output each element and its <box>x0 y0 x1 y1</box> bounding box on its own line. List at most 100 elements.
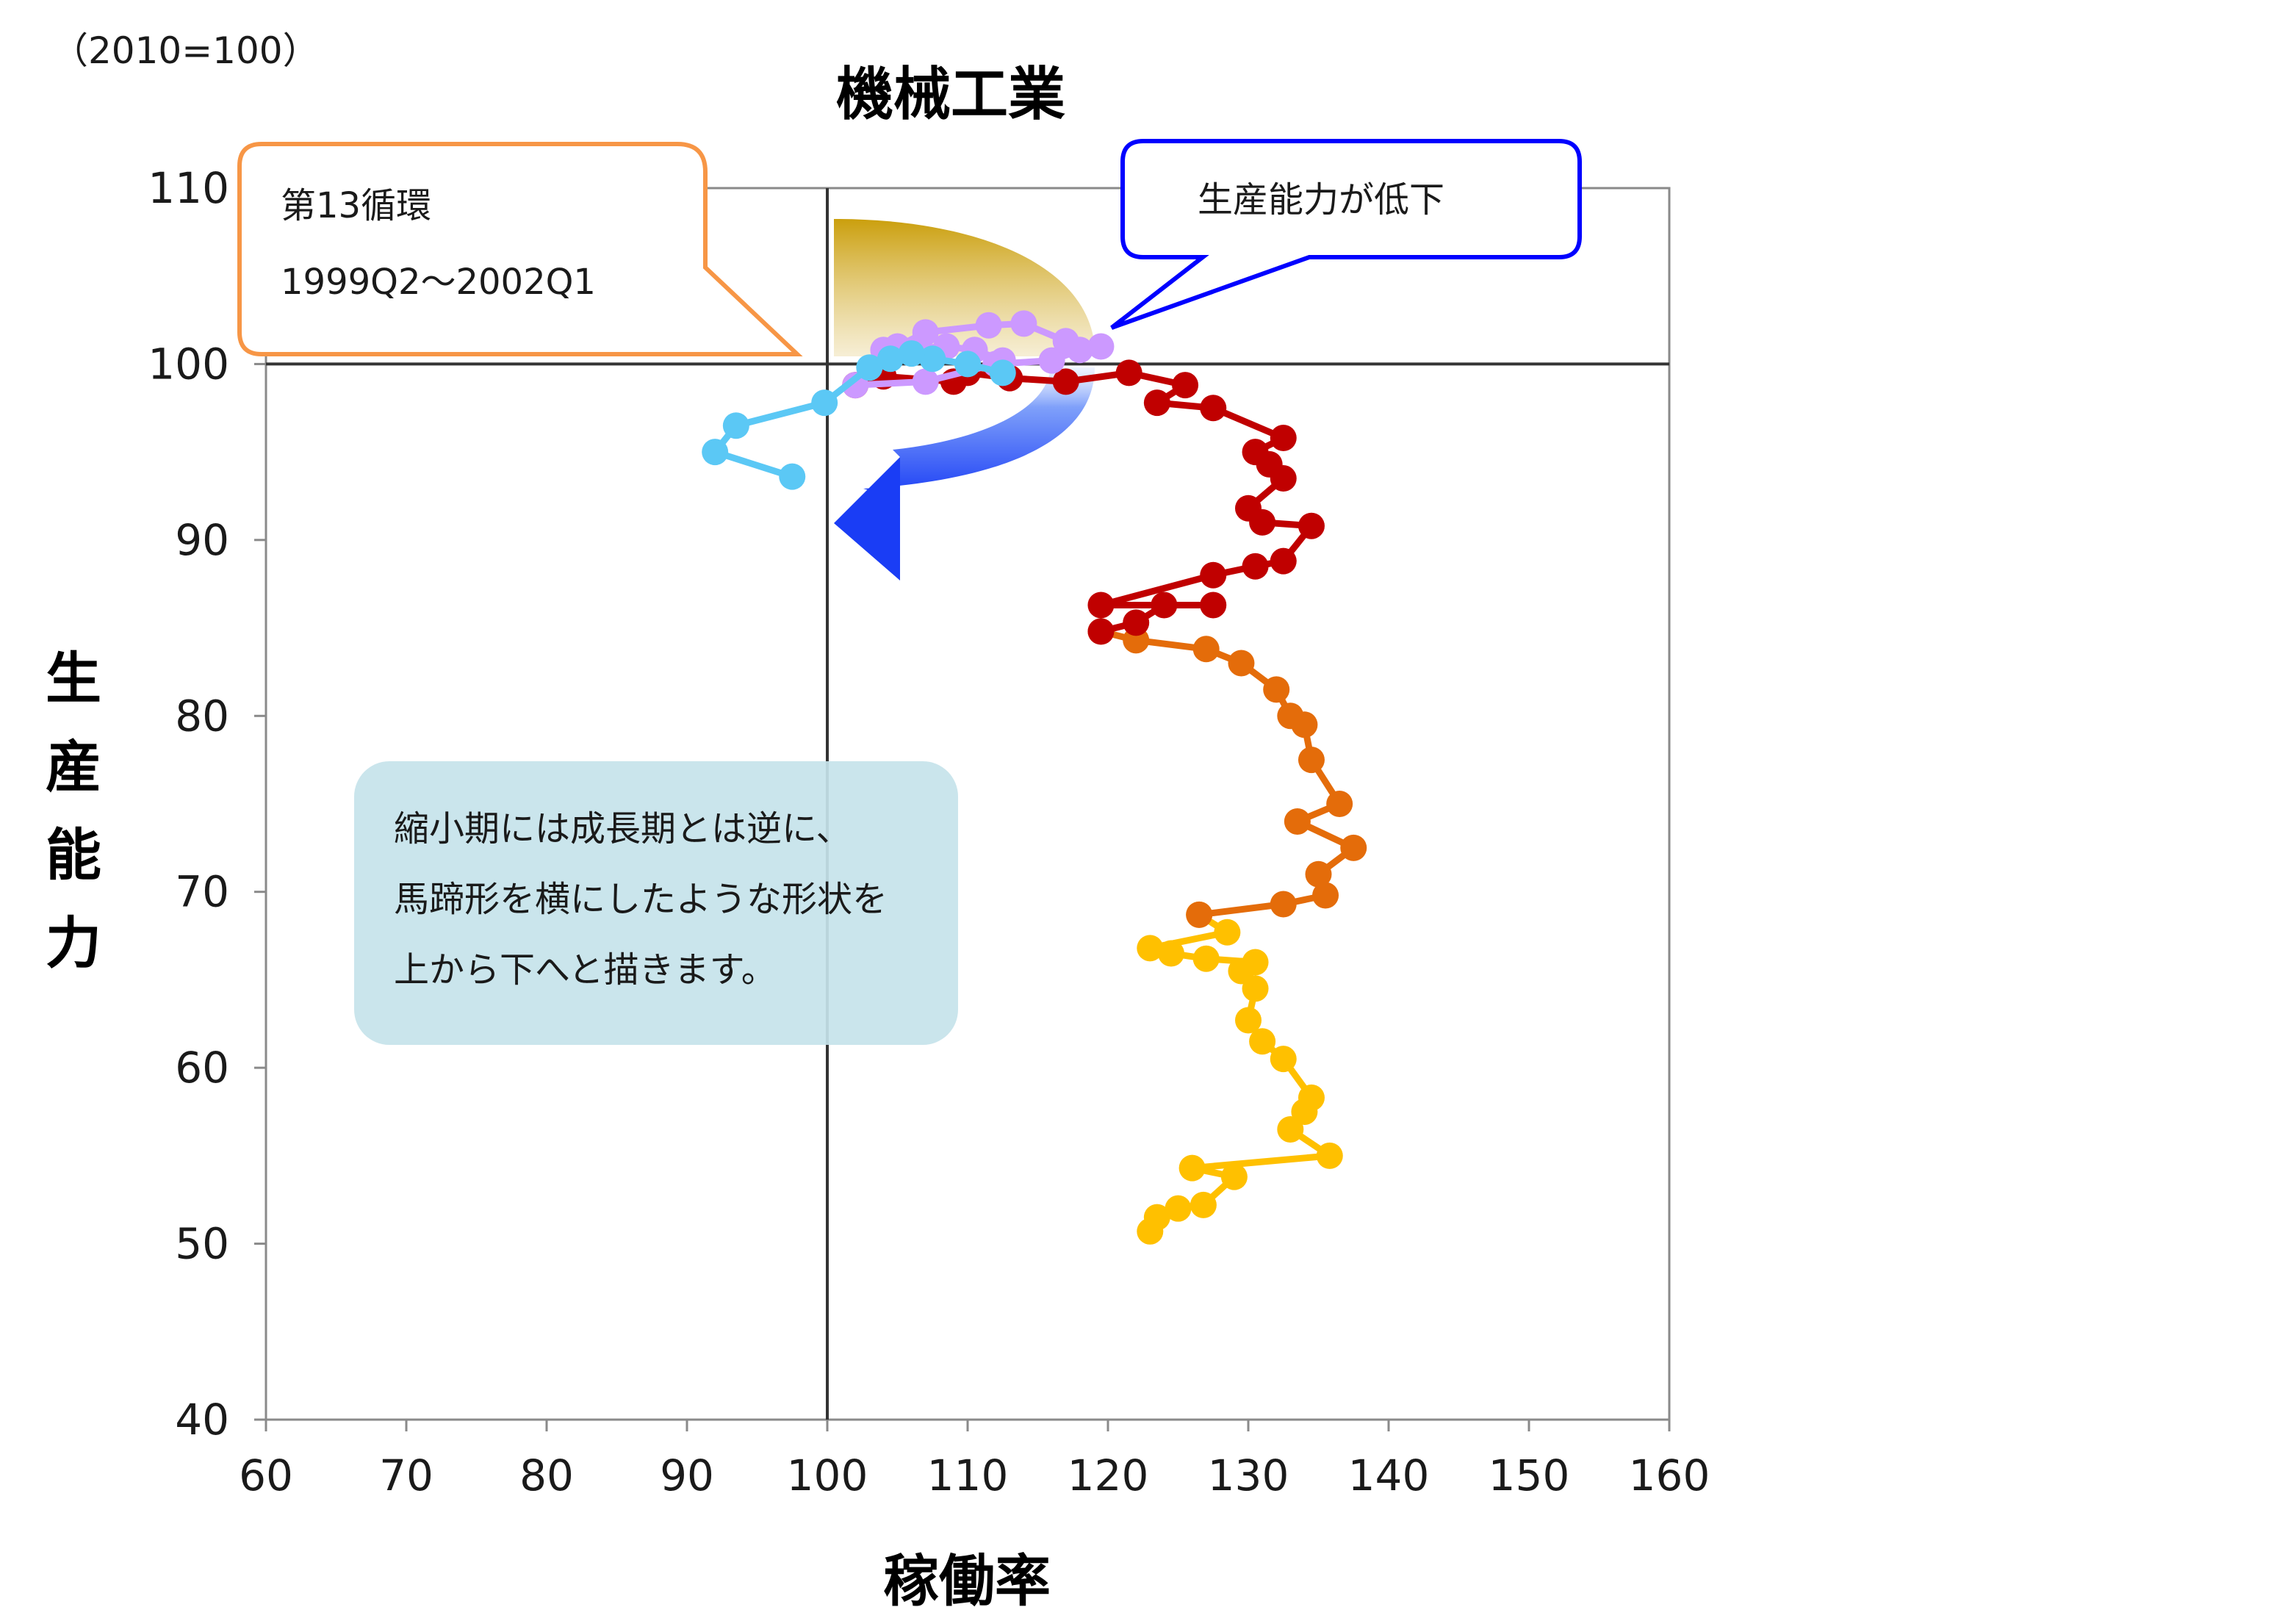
data-point <box>1270 1046 1297 1073</box>
chart-title: 機械工業 <box>836 62 1065 128</box>
data-point <box>1220 1163 1248 1190</box>
y-axis-label-char: 生 <box>46 646 101 711</box>
data-point <box>1087 592 1115 619</box>
data-point <box>1087 618 1115 645</box>
data-point <box>1284 808 1311 835</box>
y-axis-label-char: 産 <box>46 734 101 799</box>
data-point <box>842 372 869 399</box>
blue-arrowhead <box>834 457 900 580</box>
capacity-note: 生産能力が低下 <box>1198 179 1444 220</box>
data-point <box>1249 1028 1276 1055</box>
data-point <box>912 368 939 395</box>
x-tick-label: 140 <box>1348 1450 1430 1500</box>
data-point <box>989 359 1016 387</box>
data-point <box>856 354 883 381</box>
data-point <box>1277 702 1304 730</box>
x-tick-label: 80 <box>519 1450 574 1500</box>
data-point <box>779 463 806 490</box>
data-point <box>1305 860 1332 888</box>
data-point <box>1038 347 1065 374</box>
data-point <box>1214 918 1241 946</box>
data-point <box>898 340 925 367</box>
y-tick-label: 50 <box>175 1219 229 1269</box>
data-point <box>1263 676 1290 703</box>
series-skyblue <box>702 340 1016 490</box>
data-point <box>1298 512 1325 539</box>
data-point <box>1298 1084 1325 1111</box>
series-layer <box>702 310 1367 1245</box>
x-tick-label: 90 <box>660 1450 714 1500</box>
data-point <box>1192 945 1220 972</box>
x-tick-label: 120 <box>1068 1450 1149 1500</box>
data-point <box>1200 395 1227 422</box>
cycle-callout <box>237 142 803 356</box>
data-point <box>1087 333 1115 360</box>
data-point <box>1235 495 1262 522</box>
y-tick-label: 60 <box>175 1043 229 1093</box>
y-tick-label: 90 <box>175 515 229 565</box>
x-tick-label: 130 <box>1208 1450 1289 1500</box>
data-point <box>1151 592 1178 619</box>
data-point <box>1326 791 1353 817</box>
series-darkred <box>842 359 1325 645</box>
data-point <box>811 389 838 417</box>
data-point <box>1242 975 1269 1002</box>
data-point <box>954 350 981 378</box>
data-point <box>702 439 729 466</box>
data-point <box>1316 1142 1343 1169</box>
x-tick-label: 60 <box>239 1450 293 1500</box>
data-point <box>1228 650 1255 677</box>
x-tick-label: 70 <box>379 1450 433 1500</box>
data-point <box>1277 1115 1304 1143</box>
data-point <box>1172 372 1199 399</box>
data-point <box>1143 389 1170 417</box>
data-point <box>1165 1195 1192 1222</box>
data-point <box>1312 882 1339 909</box>
data-point <box>975 312 1002 339</box>
series-orange <box>1087 618 1367 928</box>
data-point <box>1178 1154 1206 1182</box>
data-point <box>1115 359 1142 387</box>
data-point <box>1270 547 1297 575</box>
y-tick-label: 80 <box>175 691 229 741</box>
data-point <box>1242 553 1269 580</box>
data-point <box>1123 609 1150 636</box>
y-axis-label: 生産能力 <box>46 646 101 976</box>
data-point <box>1340 834 1367 861</box>
data-point <box>919 345 946 373</box>
data-point <box>1200 561 1227 589</box>
data-point <box>1143 1204 1170 1231</box>
data-point <box>722 412 749 439</box>
x-tick-label: 150 <box>1489 1450 1570 1500</box>
data-point <box>1052 368 1079 395</box>
data-point <box>1298 747 1325 774</box>
y-axis-label-char: 力 <box>46 910 101 976</box>
data-point <box>1242 949 1269 976</box>
description-line-3: 上から下へと描きます。 <box>394 949 777 991</box>
y-tick-label: 40 <box>175 1395 229 1445</box>
data-point <box>1242 439 1269 466</box>
data-point <box>1137 935 1164 962</box>
x-tick-label: 100 <box>787 1450 868 1500</box>
capacity-callout <box>1110 139 1582 330</box>
data-point <box>1010 310 1037 337</box>
data-point <box>1186 901 1213 928</box>
data-point <box>877 345 904 373</box>
data-point <box>1190 1191 1217 1218</box>
y-tick-label: 70 <box>175 867 229 917</box>
description-line-2: 馬蹄形を横にしたような形状を <box>394 879 888 920</box>
data-point <box>1235 1007 1262 1034</box>
y-tick-label: 110 <box>148 163 229 213</box>
data-point <box>1192 636 1220 663</box>
x-tick-label: 110 <box>927 1450 1009 1500</box>
blue-arrow-body <box>863 367 1095 500</box>
description-box <box>354 761 958 1045</box>
data-point <box>1270 891 1297 918</box>
y-tick-label: 100 <box>148 339 229 389</box>
x-tick-label: 160 <box>1629 1450 1710 1500</box>
data-point <box>1270 424 1297 451</box>
data-point <box>1157 940 1184 967</box>
cycle-label-line1: 第13循環 <box>281 185 431 226</box>
description-line-1: 縮小期には成長期とは逆に、 <box>394 808 852 849</box>
